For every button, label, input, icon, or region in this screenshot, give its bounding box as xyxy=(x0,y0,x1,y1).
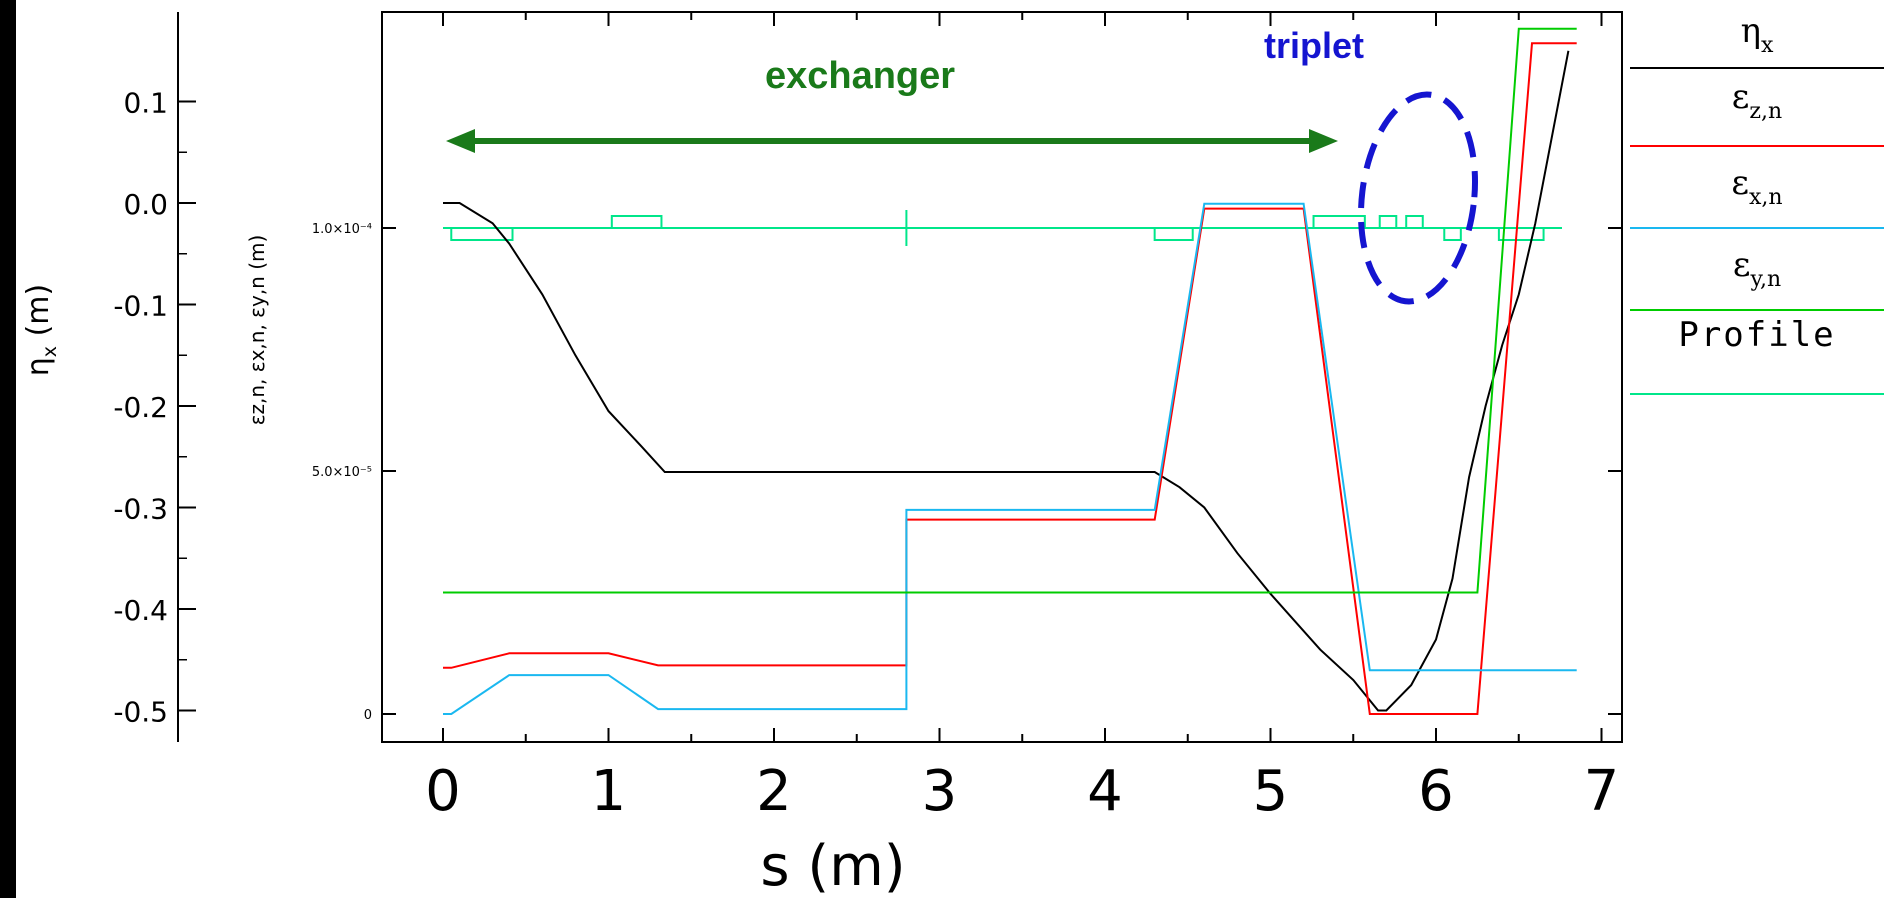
series-line-εy,n xyxy=(443,27,1577,594)
series-line-εx,n xyxy=(443,202,1577,715)
series-layer xyxy=(443,27,1577,715)
legend-label-main: η xyxy=(1741,11,1761,51)
legend-label: εx,n xyxy=(1731,163,1782,210)
profile-layer xyxy=(443,210,1562,246)
profile-element xyxy=(610,215,663,229)
left-axis-label-main: η xyxy=(21,357,56,376)
profile-element xyxy=(450,227,514,241)
left-axis-label-unit: (m) xyxy=(21,284,56,346)
left-tick-label: -0.2 xyxy=(113,391,168,424)
left-tick-label: -0.3 xyxy=(113,493,168,526)
left-tick-label: 0.0 xyxy=(123,188,168,221)
x-axis-label: s (m) xyxy=(760,834,905,898)
profile-element xyxy=(1443,227,1462,241)
legend-label-main: ε xyxy=(1732,77,1750,117)
left-axis-label-sub: x xyxy=(39,346,61,357)
right-axis-label: εz,n, εx,n, εy,n (m) xyxy=(245,235,269,426)
exchanger-arrow xyxy=(446,129,1338,153)
x-tick-label: 7 xyxy=(1584,759,1620,824)
right-tick-label: 1.0×10⁻⁴ xyxy=(312,222,372,237)
x-tick-label: 4 xyxy=(1087,759,1123,824)
plot-frame xyxy=(381,11,1623,743)
legend-label-main: ε xyxy=(1733,245,1751,285)
ticks-layer: 0 1 2 3 4 5 6 7 0.1 0.0 -0.1 -0.2 -0.3 -0.4 -0.5 1.0×10… xyxy=(113,12,1622,824)
left-edge-bar xyxy=(0,0,16,898)
legend-label-sub: y,n xyxy=(1749,267,1781,292)
legend-label-sub: z,n xyxy=(1749,99,1782,124)
profile-element xyxy=(1378,215,1398,229)
right-tick-label: 5.0×10⁻⁵ xyxy=(312,465,372,480)
triplet-label: triplet xyxy=(1264,25,1364,66)
legend-label-sub: x xyxy=(1761,33,1774,58)
profile-element xyxy=(1153,227,1194,241)
left-tick-label: -0.4 xyxy=(113,594,168,627)
x-tick-label: 6 xyxy=(1418,759,1454,824)
series-line-ηx xyxy=(443,50,1570,712)
exchanger-label: exchanger xyxy=(765,55,955,97)
x-tick-label: 3 xyxy=(922,759,958,824)
profile-element xyxy=(1312,215,1366,229)
x-tick-label: 0 xyxy=(425,759,461,824)
plot-frame-layer xyxy=(177,11,1623,743)
legend-label: εy,n xyxy=(1733,245,1781,292)
x-tick-label: 2 xyxy=(756,759,792,824)
profile-element xyxy=(1497,227,1545,241)
legend-label: ηx xyxy=(1741,11,1774,58)
legend-label-main: ε xyxy=(1731,163,1749,203)
legend-label-sub: x,n xyxy=(1749,185,1783,210)
triplet-ellipse xyxy=(1357,91,1479,305)
x-tick-label: 5 xyxy=(1253,759,1289,824)
legend-label: εz,n xyxy=(1732,77,1782,124)
profile-element xyxy=(1405,215,1424,229)
left-tick-label: -0.5 xyxy=(113,696,168,729)
left-tick-label: 0.1 xyxy=(123,87,168,120)
right-tick-label: 0 xyxy=(364,708,372,723)
series-line-εz,n xyxy=(443,42,1577,715)
left-axis-label: ηx (m) xyxy=(21,284,61,376)
x-tick-label: 1 xyxy=(591,759,627,824)
legend-label: Profile xyxy=(1678,315,1835,355)
left-tick-label: -0.1 xyxy=(113,290,168,323)
